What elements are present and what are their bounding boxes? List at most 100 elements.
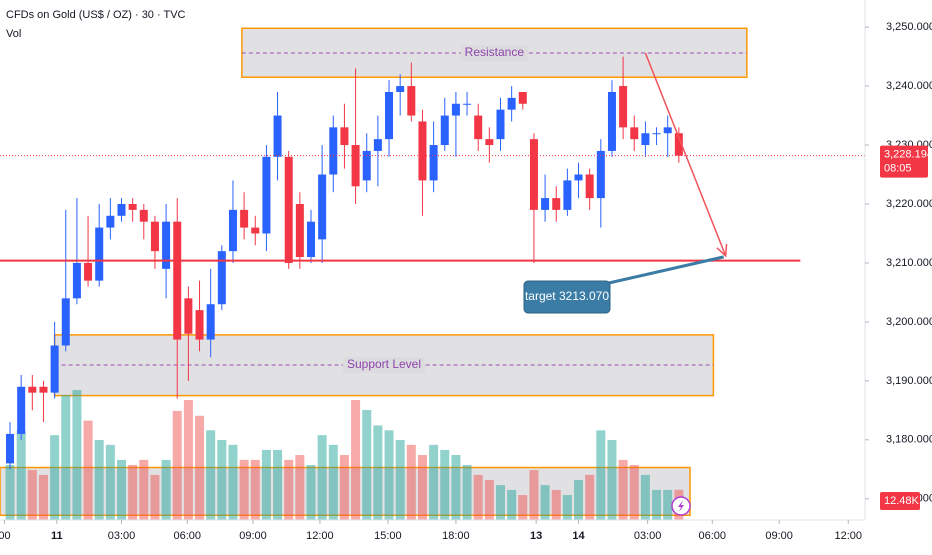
x-tick-label: 11 [51,530,63,542]
candle-body [663,127,672,134]
candle-body [17,386,26,434]
x-tick-label: 14 [572,530,585,542]
candle-body [596,150,605,199]
volume-bar [373,425,383,520]
volume-bar [295,455,305,520]
volume-bar [663,489,673,520]
volume-bar [139,459,149,520]
candle-body [106,215,115,228]
volume-bar [128,464,138,520]
flash-icon[interactable] [671,496,691,516]
x-tick-label: 15:00 [374,530,402,542]
volume-bar [384,430,394,520]
x-tick-label: 13 [530,530,542,542]
volume-bar [395,440,405,520]
candle-body [306,221,315,258]
x-tick-label: 00 [0,530,11,542]
arrow-head [716,243,728,258]
volume-bar [61,394,71,520]
volume-bar [94,440,104,520]
candle-body [518,91,527,104]
y-tick-label: 3,200.000 [886,316,932,328]
volume-bar [172,410,182,520]
chart-title: CFDs on Gold (US$ / OZ) · 30 · TVC [6,9,186,21]
volume-bar [16,430,26,520]
candle-body [150,221,159,252]
volume-bar [429,444,439,520]
candle-body [496,109,505,140]
y-tick-label: 3,240.000 [886,80,932,92]
candle-body [6,433,15,464]
candle-body [284,156,293,263]
volume-bar [183,400,193,520]
zone-label: Resistance [465,45,525,59]
y-tick-label: 3,180.000 [886,434,932,446]
candle-body [28,386,37,393]
candle-body [507,97,516,110]
candle-body [429,145,438,181]
candle-body [652,133,661,135]
candle-body [463,103,472,105]
candle-body [362,150,371,181]
candle-body [407,86,416,116]
candle-body [184,298,193,334]
candle-body [585,174,594,199]
volume-bar [117,459,127,520]
candle-body [295,203,304,258]
volume-bar [629,464,639,520]
candle-body [273,115,282,157]
x-tick-label: 12:00 [306,530,334,542]
zone-label: Support Level [347,357,421,371]
volume-bar [150,474,160,520]
candle-body [451,103,460,116]
candle-body [72,262,81,299]
volume-bar [596,430,606,520]
volume-bar [484,480,494,520]
last-price-label: 3,228.194 [884,149,932,161]
volume-bar [451,455,461,520]
zone-label-bg [460,45,529,62]
candle-body [541,198,550,210]
candle-body [195,310,204,340]
candle-body [351,145,360,187]
candle-body [674,133,683,156]
x-tick-label: 03:00 [634,530,662,542]
volume-bar [562,495,572,520]
candle-body [139,209,148,222]
volume-bar [5,464,15,520]
x-tick-label: 09:00 [239,530,267,542]
candle-body [485,139,494,146]
candle-body [84,262,93,281]
countdown: 08:05 [884,163,912,175]
volume-label: 12.48K [884,495,920,507]
callout-text: target 3213.070 [525,289,609,303]
arrow-line [644,52,727,257]
x-tick-label: 09:00 [765,530,793,542]
volume-bar [72,390,82,520]
volume-bar [362,409,372,520]
volume-bar [50,435,60,520]
y-tick-label: 3,190.000 [886,375,932,387]
x-tick-label: 06:00 [699,530,727,542]
candle-body [563,180,572,210]
candle-body [385,91,394,140]
icon-bolt[interactable] [678,500,684,512]
volume-bar [228,444,238,520]
volume-bar [105,444,115,520]
volume-bar [529,470,539,520]
x-tick-label: 03:00 [108,530,136,542]
volume-bar [284,459,294,520]
candle-body [630,127,639,140]
candle-body [39,386,48,393]
volume-bar [317,435,327,520]
plot-area: Resistance Support Level target 3213.070 [0,27,865,520]
volume-bar [83,420,93,520]
volume-bar [239,459,249,520]
volume-bar [195,415,205,520]
volume-bar [507,489,517,520]
candle-body [574,174,583,181]
candle-body [95,227,104,281]
x-tick-label: 06:00 [174,530,202,542]
